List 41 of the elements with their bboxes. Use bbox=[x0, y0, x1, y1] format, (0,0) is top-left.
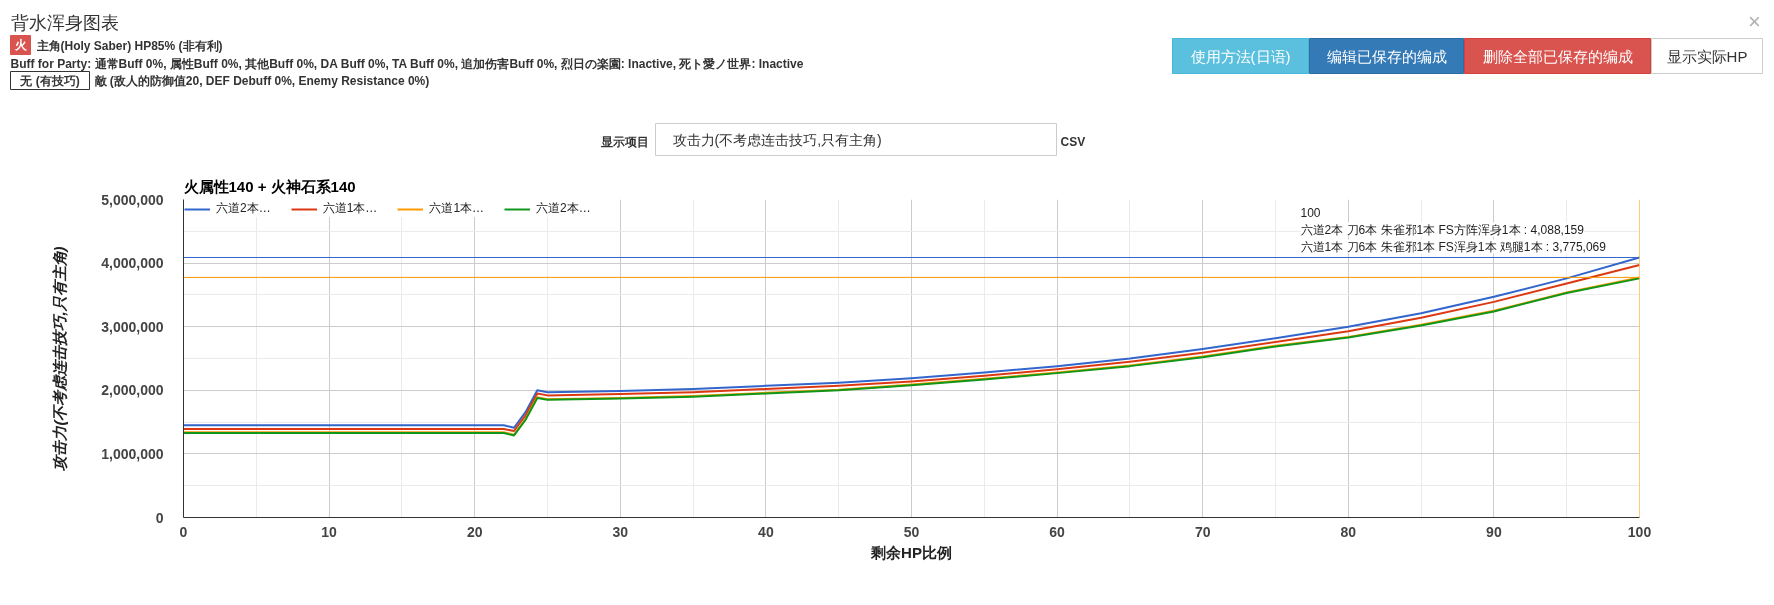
y-tick-label: 2,000,000 bbox=[101, 382, 164, 399]
text: 敵 (敌人的防御值20, DEF Debuff 0%, Enemy Resistance 0%) bbox=[93, 73, 430, 88]
text: 背水浑身图表 bbox=[10, 12, 119, 33]
y-tick-label: 4,000,000 bbox=[101, 255, 164, 272]
y-tick-label: 1,000,000 bbox=[101, 445, 164, 462]
y-axis-title: 攻击力(不考虑连击技巧,只有主角) bbox=[51, 246, 69, 471]
text: CSV bbox=[1060, 134, 1086, 149]
annotation: 六道1本 刀6本 朱雀邪1本 FS浑身1本 鸡腿1本 : 3,775,069 bbox=[1300, 239, 1607, 254]
x-tick-label: 20 bbox=[466, 523, 483, 540]
text: 无 (有技巧) bbox=[19, 73, 80, 88]
x-tick-label: 50 bbox=[903, 523, 920, 540]
text: 显示项目 bbox=[599, 134, 649, 149]
text: 显示实际HP bbox=[1666, 47, 1748, 65]
y-tick-label: 3,000,000 bbox=[101, 318, 164, 335]
text: × bbox=[1748, 9, 1761, 34]
text: Buff for Party: 通常Buff 0%, 属性Buff 0%, 其他Buff 0%, DA Buff 0%, TA Buff 0%, 追加伤害Buff 0%, 烈日の楽園: Inactive, 死ト愛ノ世界: Inactive bbox=[10, 56, 804, 71]
x-tick-label: 90 bbox=[1486, 523, 1502, 540]
x-axis-title: 剩余HP比例 bbox=[870, 543, 952, 561]
x-tick-label: 70 bbox=[1194, 523, 1211, 540]
legend-label: 六道2本… bbox=[536, 200, 591, 217]
legend-label: 六道1本… bbox=[322, 200, 378, 217]
text: 主角(Holy Saber) HP85% (非有利) bbox=[35, 38, 223, 53]
annotation: 六道2本 刀6本 朱雀邪1本 FS方阵浑身1本 : 4,088,159 bbox=[1300, 222, 1585, 237]
x-tick-label: 0 bbox=[179, 523, 188, 540]
x-tick-label: 30 bbox=[612, 523, 629, 540]
legend-label: 六道1本… bbox=[429, 200, 485, 217]
y-tick-label: 0 bbox=[155, 509, 164, 526]
text: 攻击力(不考虑连击技巧,只有主角) bbox=[672, 131, 882, 148]
x-tick-label: 80 bbox=[1340, 523, 1357, 540]
x-tick-label: 10 bbox=[321, 523, 338, 540]
text: 使用方法(日语) bbox=[1190, 47, 1291, 65]
annotation: 100 bbox=[1300, 206, 1321, 220]
x-tick-label: 100 bbox=[1627, 523, 1652, 540]
y-tick-label: 5,000,000 bbox=[101, 191, 164, 208]
text: 编辑已保存的编成 bbox=[1326, 47, 1447, 65]
text: 删除全部已保存的编成 bbox=[1482, 47, 1633, 65]
legend-label: 六道2本… bbox=[216, 200, 271, 217]
text: 火 bbox=[13, 38, 28, 52]
x-tick-label: 40 bbox=[758, 523, 774, 540]
chart-title: 火属性140 + 火神石系140 bbox=[183, 177, 356, 195]
x-tick-label: 60 bbox=[1049, 523, 1066, 540]
